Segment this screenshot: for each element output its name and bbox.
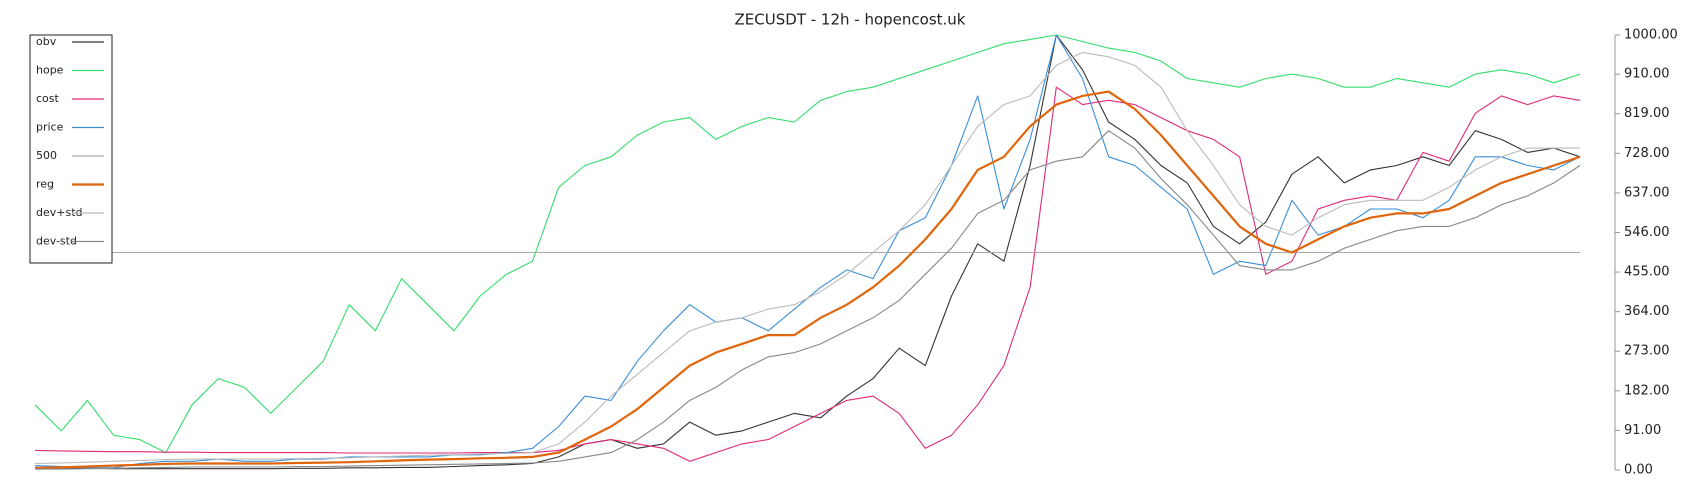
legend-label: reg bbox=[36, 178, 54, 191]
y-tick-label: 546.00 bbox=[1624, 225, 1670, 240]
legend-label: hope bbox=[36, 64, 64, 77]
y-tick-label: 728.00 bbox=[1624, 146, 1670, 161]
y-tick-label: 91.00 bbox=[1624, 423, 1661, 438]
series-line bbox=[34, 34, 1581, 454]
series-line bbox=[35, 34, 1581, 470]
y-tick-label: 0.00 bbox=[1624, 463, 1653, 478]
chart-title: ZECUSDT - 12h - hopencost.uk bbox=[735, 11, 966, 29]
series-line bbox=[34, 51, 1580, 465]
y-tick-label: 182.00 bbox=[1624, 383, 1670, 398]
legend-box bbox=[29, 34, 113, 264]
legend: obv hope cost price 500 reg dev+std dev-std bbox=[29, 34, 113, 264]
plot-area bbox=[34, 34, 1581, 470]
legend-label: dev-std bbox=[36, 235, 77, 248]
y-tick-label: 455.00 bbox=[1624, 265, 1670, 280]
legend-label: dev+std bbox=[36, 206, 83, 219]
y-tick-label: 273.00 bbox=[1624, 344, 1670, 359]
y-tick-label: 364.00 bbox=[1624, 304, 1670, 319]
series-line bbox=[35, 130, 1581, 470]
legend-label: price bbox=[36, 121, 64, 134]
legend-label: cost bbox=[36, 92, 60, 105]
series-line bbox=[34, 90, 1581, 469]
series-line bbox=[34, 34, 1581, 469]
y-tick-label: 1000.00 bbox=[1624, 28, 1678, 43]
y-tick-label: 910.00 bbox=[1624, 67, 1670, 82]
y-tick-label: 637.00 bbox=[1624, 185, 1670, 200]
y-tick-label: 819.00 bbox=[1624, 106, 1670, 121]
legend-label: obv bbox=[36, 35, 57, 48]
legend-label: 500 bbox=[36, 149, 57, 162]
series-line bbox=[34, 86, 1581, 462]
